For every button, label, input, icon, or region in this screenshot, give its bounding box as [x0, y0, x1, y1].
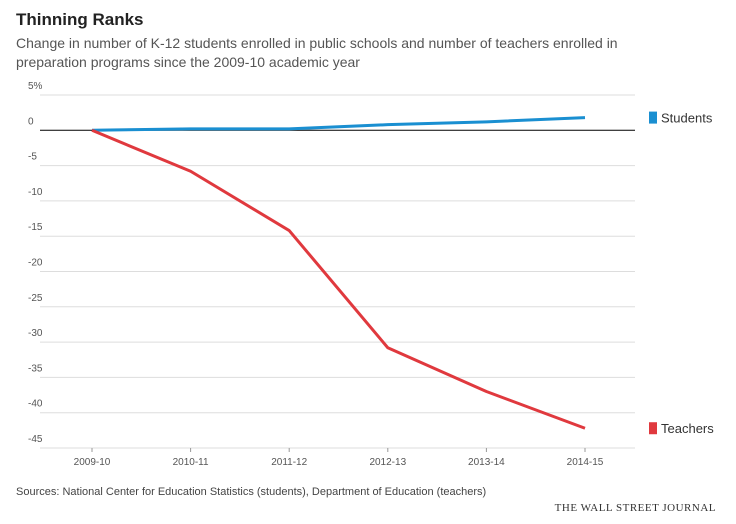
x-tick-label: 2014-15 [567, 457, 604, 468]
y-tick-label: -25 [28, 293, 43, 304]
x-tick-label: 2012-13 [369, 457, 406, 468]
x-tick-label: 2013-14 [468, 457, 505, 468]
y-tick-label: -10 [28, 187, 43, 198]
publisher: THE WALL STREET JOURNAL [555, 502, 716, 514]
y-tick-label: 0 [28, 116, 34, 127]
y-tick-label: -35 [28, 363, 43, 374]
y-tick-label: -20 [28, 258, 43, 269]
chart-subtitle: Change in number of K-12 students enroll… [16, 35, 618, 51]
legend-swatch [649, 422, 657, 435]
series-line [91, 128, 586, 430]
legend-label: Students [661, 111, 713, 126]
y-tick-label: -45 [28, 434, 43, 445]
x-tick-label: 2011-12 [271, 457, 307, 468]
legend-swatch [649, 111, 657, 124]
y-tick-label: -40 [28, 399, 43, 410]
source: Sources: National Center for Education S… [16, 486, 486, 498]
chart-subtitle: preparation programs since the 2009-10 a… [16, 54, 360, 70]
x-tick-label: 2010-11 [173, 457, 209, 468]
y-tick-label: -15 [28, 222, 43, 233]
legend-label: Teachers [661, 421, 714, 436]
series-line [91, 116, 586, 132]
y-tick-label: 5% [28, 81, 43, 92]
chart-title: Thinning Ranks [16, 10, 144, 29]
x-tick-label: 2009-10 [74, 457, 111, 468]
y-tick-label: -30 [28, 328, 43, 339]
y-tick-label: -5 [28, 152, 37, 163]
